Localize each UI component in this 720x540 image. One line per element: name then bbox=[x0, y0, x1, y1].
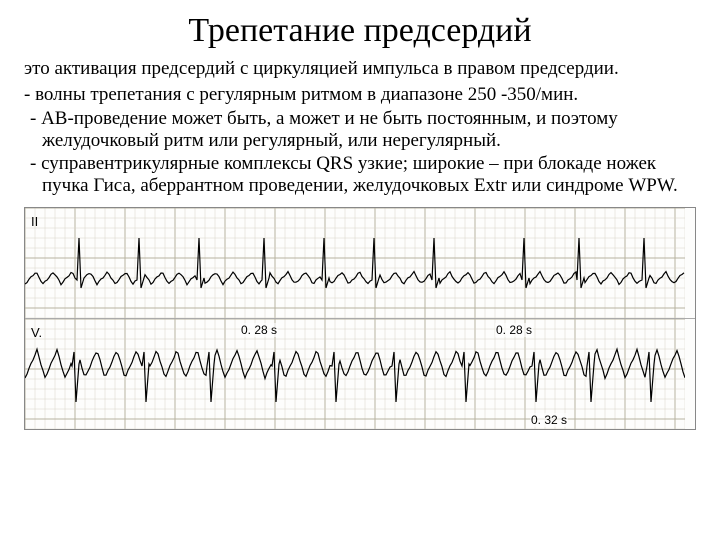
ecg-row-II: II bbox=[25, 208, 695, 319]
time-annotation: 0. 28 s bbox=[495, 323, 533, 337]
lead-label: V. bbox=[31, 325, 42, 340]
page-title: Трепетание предсердий bbox=[24, 12, 696, 50]
intro-text: это активация предсердий с циркуляцией и… bbox=[24, 58, 696, 80]
bullet-3: - суправентрикулярные комплексы QRS узки… bbox=[24, 153, 696, 197]
time-annotation: 0. 32 s bbox=[530, 413, 568, 427]
bullet-1: - волны трепетания с регулярным ритмом в… bbox=[24, 84, 696, 106]
lead-label: II bbox=[31, 214, 38, 229]
ecg-chart: II V. 0. 28 s 0. 28 s 0. 32 s bbox=[24, 207, 696, 430]
ecg-row-V.: V. 0. 28 s 0. 28 s 0. 32 s bbox=[25, 319, 695, 429]
time-annotation: 0. 28 s bbox=[240, 323, 278, 337]
bullet-2: - АВ-проведение может быть, а может и не… bbox=[24, 108, 696, 152]
